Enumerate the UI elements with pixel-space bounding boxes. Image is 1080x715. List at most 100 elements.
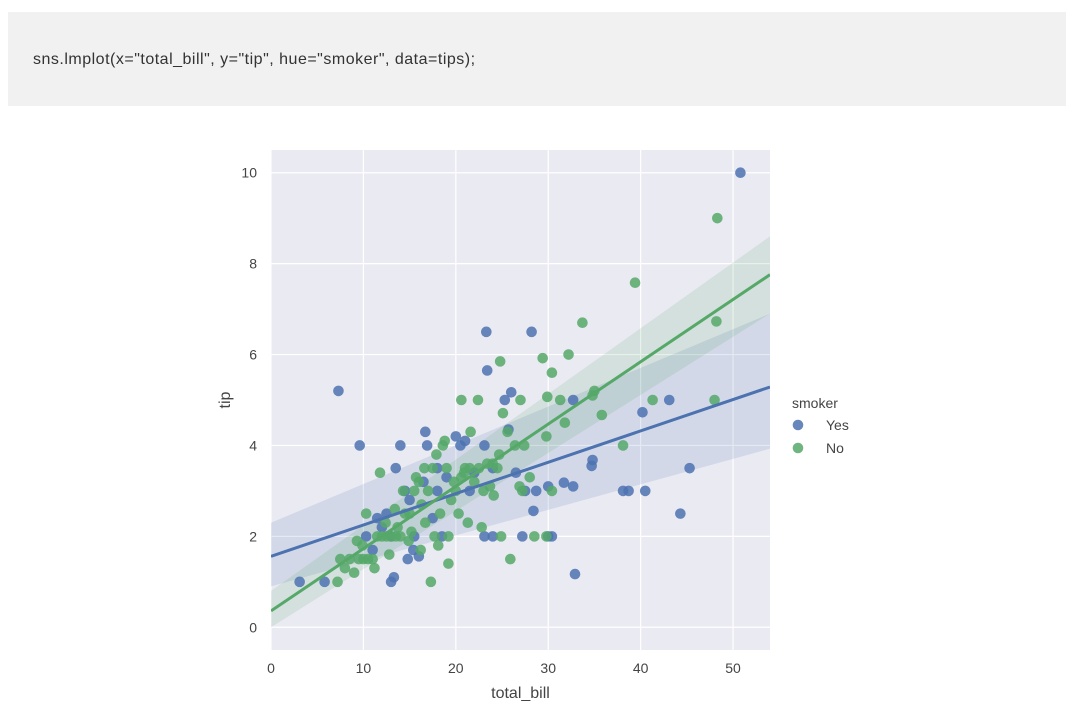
data-point-no xyxy=(332,576,343,588)
x-tick-label: 30 xyxy=(540,660,556,676)
data-point-no xyxy=(488,490,500,501)
regression-line-no xyxy=(271,273,770,613)
data-point-no xyxy=(397,485,409,497)
data-point-no xyxy=(429,531,440,542)
data-point-no xyxy=(537,352,548,364)
data-point-yes xyxy=(684,462,695,474)
data-point-no xyxy=(497,407,509,419)
data-point-yes xyxy=(505,386,517,398)
data-point-no xyxy=(577,317,588,329)
y-tick-label: 10 xyxy=(241,165,257,181)
data-point-yes xyxy=(481,326,492,338)
data-point-yes xyxy=(319,576,330,588)
data-point-yes xyxy=(479,440,490,451)
data-point-no xyxy=(443,558,454,569)
data-point-no xyxy=(472,394,484,406)
data-point-yes xyxy=(558,477,570,489)
data-point-no xyxy=(427,462,439,474)
data-point-no xyxy=(515,394,526,406)
data-point-yes xyxy=(528,505,539,517)
legend-title: smoker xyxy=(792,395,838,411)
y-tick-label: 4 xyxy=(249,437,257,453)
legend-label-yes: Yes xyxy=(826,417,849,433)
data-point-no xyxy=(505,553,516,565)
data-point-no xyxy=(408,485,420,497)
data-point-no xyxy=(617,440,629,451)
data-point-no xyxy=(432,540,444,551)
y-axis-label: tip xyxy=(217,391,234,408)
data-point-yes xyxy=(567,481,579,492)
data-point-no xyxy=(360,508,372,519)
x-tick-label: 40 xyxy=(633,660,649,676)
data-point-yes xyxy=(663,394,675,406)
data-point-yes xyxy=(450,431,462,442)
ci-band-yes xyxy=(271,313,770,587)
data-point-no xyxy=(541,431,552,442)
data-point-no xyxy=(596,409,608,421)
data-point-yes xyxy=(333,385,344,397)
data-point-no xyxy=(524,471,536,483)
data-point-no xyxy=(441,462,452,474)
data-point-yes xyxy=(420,426,431,438)
data-point-no xyxy=(468,476,480,488)
plot-area xyxy=(271,167,770,628)
legend: smoker Yes No xyxy=(792,395,849,456)
data-point-no xyxy=(443,531,454,542)
data-point-no xyxy=(406,526,417,538)
data-point-no xyxy=(439,435,451,447)
y-tick-label: 8 xyxy=(249,256,257,272)
data-point-yes xyxy=(487,531,499,542)
data-point-yes xyxy=(360,531,372,542)
data-point-no xyxy=(559,417,571,429)
data-point-no xyxy=(351,535,363,547)
data-point-no xyxy=(546,485,558,497)
data-point-no xyxy=(410,471,422,483)
data-point-no xyxy=(339,562,351,574)
x-tick-label: 0 xyxy=(267,660,275,676)
data-point-yes xyxy=(479,531,490,542)
data-point-yes xyxy=(530,485,542,497)
data-point-no xyxy=(492,462,503,474)
data-point-no xyxy=(403,535,414,547)
data-point-yes xyxy=(735,167,746,179)
data-point-no xyxy=(629,277,641,289)
y-tick-label: 2 xyxy=(249,528,257,544)
data-point-no xyxy=(420,517,431,529)
data-point-yes xyxy=(639,485,651,497)
data-point-yes xyxy=(395,440,406,451)
data-point-no xyxy=(353,553,365,565)
data-point-yes xyxy=(637,406,648,418)
data-point-yes xyxy=(367,544,378,556)
data-point-yes xyxy=(675,508,686,519)
regression-line-yes xyxy=(271,385,770,558)
data-point-yes xyxy=(294,576,305,588)
x-tick-label: 50 xyxy=(725,660,741,676)
data-point-no xyxy=(711,316,722,327)
data-point-no xyxy=(529,531,540,542)
data-point-no xyxy=(462,517,474,529)
legend-marker-yes xyxy=(792,419,804,431)
data-point-no xyxy=(348,567,360,579)
data-point-no xyxy=(415,544,427,556)
data-point-yes xyxy=(408,544,419,556)
data-point-yes xyxy=(459,435,471,447)
data-point-no xyxy=(712,212,723,224)
x-tick-label: 10 xyxy=(356,660,372,676)
data-point-no xyxy=(465,426,476,438)
data-point-yes xyxy=(517,531,528,542)
x-axis-label: total_bill xyxy=(491,685,550,702)
code-cell[interactable]: sns.lmplot(x="total_bill", y="tip", hue=… xyxy=(8,12,1066,106)
data-point-no xyxy=(502,426,513,438)
data-point-no xyxy=(494,356,506,367)
data-point-no xyxy=(425,576,437,588)
data-point-yes xyxy=(388,571,400,583)
data-point-yes xyxy=(432,485,443,497)
y-tick-label: 6 xyxy=(249,347,257,363)
data-point-no xyxy=(389,503,401,515)
data-point-no xyxy=(541,531,552,542)
legend-label-no: No xyxy=(826,440,844,456)
data-point-no xyxy=(476,521,487,533)
code-source: sns.lmplot(x="total_bill", y="tip", hue=… xyxy=(33,51,476,68)
data-point-no xyxy=(369,562,380,574)
